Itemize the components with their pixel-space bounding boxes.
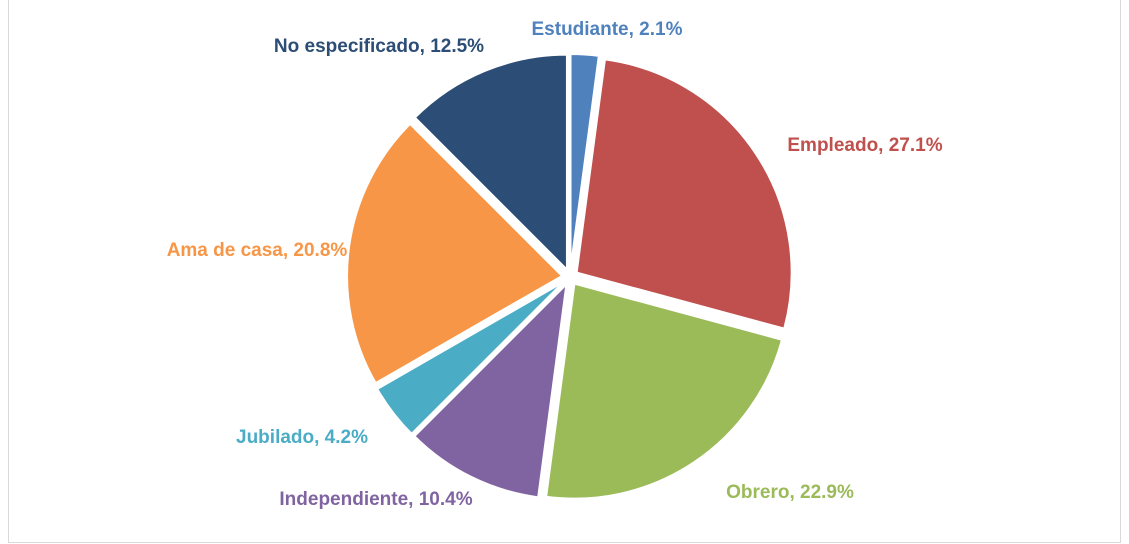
data-label: Ama de casa, 20.8% [166,240,348,261]
data-label: Jubilado, 4.2% [236,427,368,448]
pie-slice [346,122,564,385]
data-label: No especificado, 12.5% [273,36,485,57]
pie-slice [569,53,600,270]
data-label: Empleado, 27.1% [787,135,943,156]
data-label: Obrero, 22.9% [726,482,854,503]
pie-slice [413,281,568,499]
pie-slice [575,58,793,330]
data-label: Independiente, 10.4% [279,489,473,510]
pie-slice [375,280,565,436]
data-label: Estudiante, 2.1% [531,19,683,40]
pie-slice [545,282,784,500]
chart-frame [8,0,1121,543]
pie-slice [413,53,568,273]
